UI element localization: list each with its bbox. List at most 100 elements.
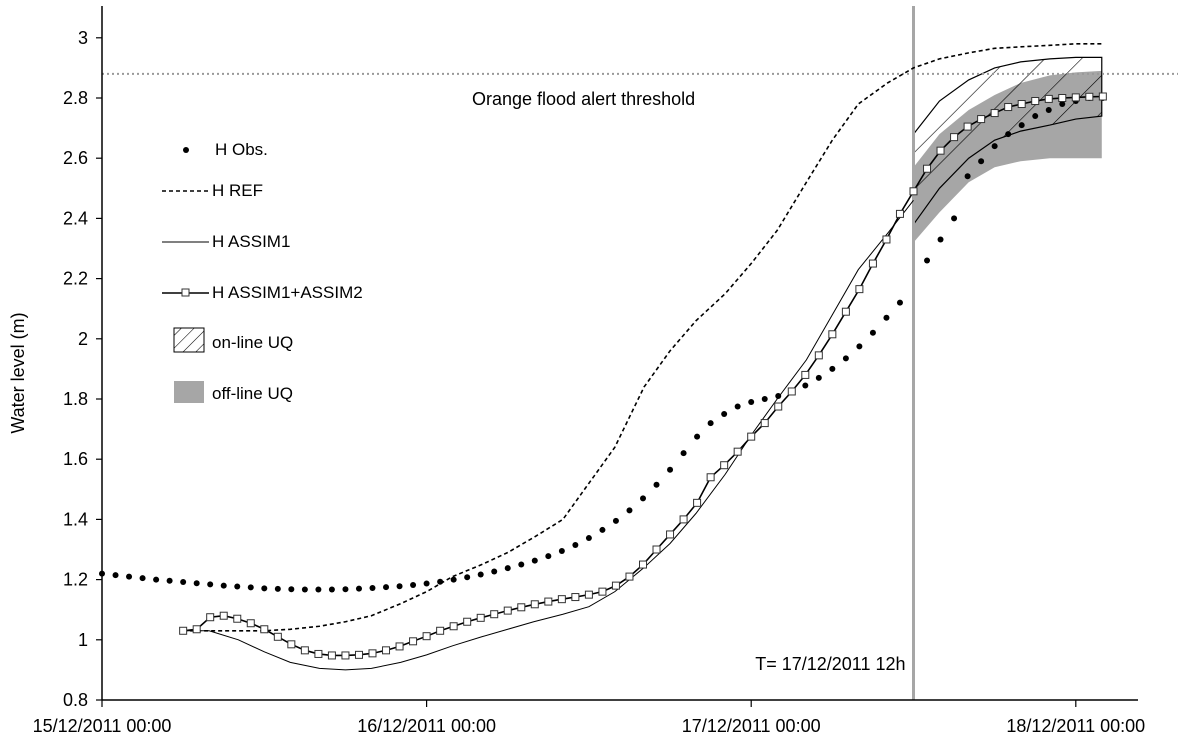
series-h-assim12-marker: [219, 611, 228, 620]
series-h-assim12-marker: [747, 432, 756, 441]
series-h-obs-point: [153, 576, 160, 583]
series-h-obs-point: [491, 568, 498, 575]
legend-label-assim1: H ASSIM1: [212, 232, 290, 251]
series-h-obs-point: [991, 143, 998, 150]
series-h-assim12-marker: [855, 285, 864, 294]
series-h-obs-point: [166, 577, 173, 584]
series-h-assim12-marker: [909, 187, 918, 196]
series-h-assim12-marker: [490, 610, 499, 619]
series-h-assim12-marker: [1085, 92, 1094, 101]
legend-label-ref: H REF: [212, 181, 263, 200]
series-h-obs-point: [234, 583, 241, 590]
series-h-assim12-marker: [206, 613, 215, 622]
legend: H Obs. H REF H ASSIM1 H ASSIM1+ASSIM2 on-lin…: [162, 140, 363, 403]
series-h-obs-point: [748, 399, 755, 406]
series-h-assim12-marker: [1017, 100, 1026, 109]
series-h-obs-point: [599, 526, 606, 533]
series-h-obs-point: [937, 236, 944, 243]
series-h-assim12-marker: [598, 587, 607, 596]
y-tick-label: 0.8: [63, 690, 88, 710]
legend-label-obs: H Obs.: [215, 140, 268, 159]
legend-label-offline: off-line UQ: [212, 384, 293, 403]
series-group: [99, 43, 1107, 671]
series-h-obs-point: [1045, 107, 1052, 114]
series-h-obs-point: [247, 584, 254, 591]
series-h-obs-point: [261, 585, 268, 592]
series-h-assim12-marker: [1004, 103, 1013, 112]
series-h-obs-point: [1018, 122, 1025, 129]
series-h-obs-point: [1005, 131, 1012, 138]
series-h-obs-point: [558, 548, 565, 555]
y-tick-label: 1.4: [63, 509, 88, 529]
series-h-assim12-marker: [774, 402, 783, 411]
x-tick-label: 15/12/2011 00:00: [33, 716, 172, 736]
series-h-assim12-marker: [273, 632, 282, 641]
series-h-assim12-marker: [828, 330, 837, 339]
series-h-assim12-marker: [300, 646, 309, 655]
series-h-obs-point: [531, 557, 538, 564]
series-h-obs-point: [464, 574, 471, 581]
y-tick-label: 1: [78, 630, 88, 650]
series-h-assim12-marker: [327, 651, 336, 660]
y-tick-label: 2.8: [63, 88, 88, 108]
y-axis-label: Water level (m): [8, 312, 28, 433]
series-h-assim12-marker: [382, 646, 391, 655]
series-h-obs-point: [842, 355, 849, 362]
series-h-assim12-marker: [1044, 94, 1053, 103]
series-h-assim12-marker: [544, 597, 553, 606]
x-tick-label: 17/12/2011 00:00: [682, 716, 821, 736]
x-tick-label: 16/12/2011 00:00: [357, 716, 496, 736]
series-h-assim12-marker: [814, 351, 823, 360]
series-h-obs-point: [396, 583, 403, 590]
y-tick-label: 1.8: [63, 389, 88, 409]
series-h-assim12-marker: [341, 651, 350, 660]
series-h-obs-point: [761, 396, 768, 402]
series-h-assim12-marker: [557, 595, 566, 604]
forecast-time-group: T= 17/12/2011 12h: [755, 6, 915, 700]
series-h-obs-point: [1032, 113, 1039, 120]
series-h-assim12-marker: [260, 625, 269, 634]
axes: 0.8 1 1.2 1.4 1.6 1.8 2 2.2 2.4 2.6 2.8 3 15/12/2011…: [33, 6, 1145, 736]
series-h-assim12-marker: [463, 617, 472, 626]
series-h-assim12-marker: [611, 581, 620, 590]
series-h-assim12-marker: [868, 259, 877, 268]
series-h-assim12-marker: [666, 530, 675, 539]
series-h-assim12-marker: [179, 626, 188, 635]
series-h-obs-point: [315, 586, 322, 593]
threshold-label: Orange flood alert threshold: [472, 89, 695, 109]
series-h-obs-point: [423, 580, 430, 587]
y-tick-label: 3: [78, 28, 88, 48]
legend-obs-symbol: [183, 147, 189, 153]
series-h-assim12-marker: [950, 133, 959, 142]
series-h-assim12-marker: [436, 626, 445, 635]
series-h-obs-point: [518, 561, 525, 568]
series-h-obs-point: [369, 585, 376, 592]
series-h-obs-point: [220, 582, 227, 589]
series-h-assim12-marker: [517, 603, 526, 612]
x-tick-label: 18/12/2011 00:00: [1006, 716, 1145, 736]
series-h-assim12-marker: [395, 642, 404, 651]
series-h-assim12-marker: [841, 307, 850, 316]
series-h-obs-point: [572, 541, 579, 548]
series-h-obs-point: [207, 581, 214, 588]
series-h-assim12-marker: [801, 370, 810, 379]
series-h-obs-point: [964, 173, 971, 180]
series-h-obs-point: [869, 329, 876, 336]
series-h-assim12-marker: [679, 515, 688, 524]
series-h-assim12-marker: [733, 447, 742, 456]
y-tick-label: 1.6: [63, 449, 88, 469]
legend-assim12-marker: [181, 288, 190, 297]
series-h-assim12-marker: [233, 614, 242, 623]
series-h-assim12-marker: [1071, 93, 1080, 102]
series-h-assim12-marker: [977, 115, 986, 124]
series-h-obs-point: [585, 535, 592, 542]
series-h-obs-point: [545, 553, 552, 560]
series-h-obs-point: [640, 495, 647, 502]
series-h-assim12-marker: [449, 622, 458, 631]
series-h-obs-point: [288, 586, 295, 593]
y-tick-label: 2.6: [63, 148, 88, 168]
series-h-obs-point: [951, 215, 958, 222]
series-h-obs-point: [680, 450, 687, 457]
series-h-assim12-marker: [787, 387, 796, 396]
